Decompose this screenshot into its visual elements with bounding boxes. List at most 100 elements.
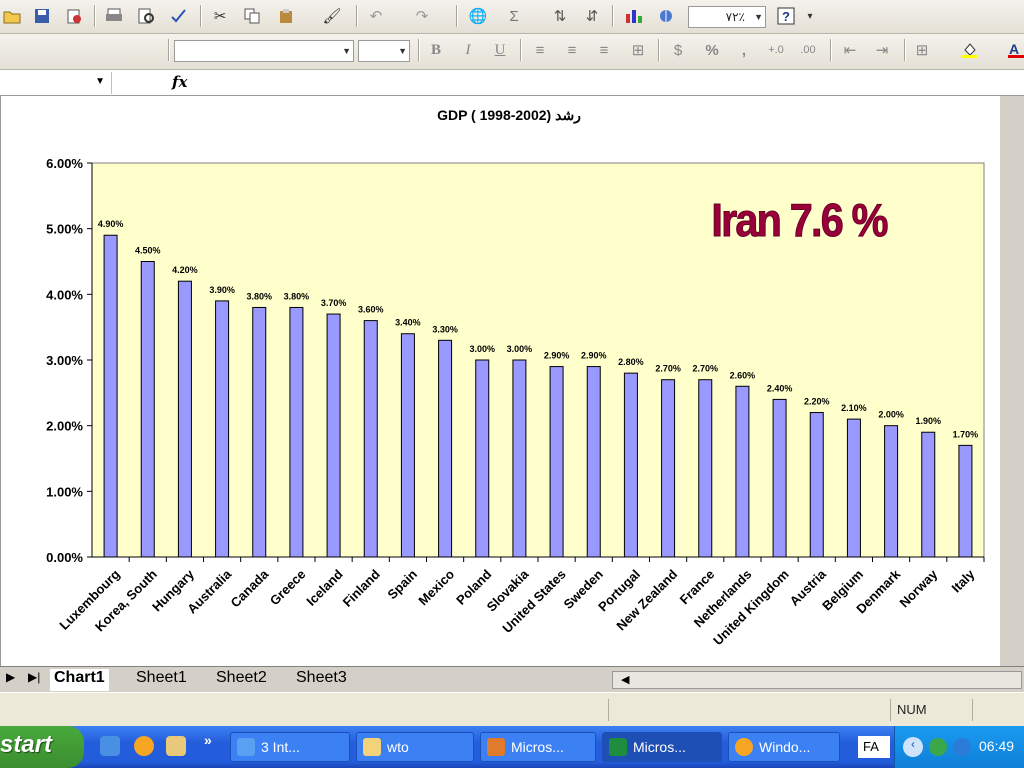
help-icon[interactable]: ? [774, 4, 798, 28]
underline-icon[interactable]: U [494, 41, 506, 58]
hyperlink-icon[interactable]: 🌐 [468, 8, 488, 25]
zoom-dropdown[interactable]: ۷۲٪ ▼ [688, 6, 766, 28]
status-bar: NUM [0, 692, 1024, 726]
save-icon[interactable] [30, 4, 54, 28]
percent-style-button[interactable]: % [700, 38, 724, 62]
taskbar-item-media-player[interactable]: Windo... [728, 732, 840, 762]
y-tick-label: 6.00% [46, 156, 83, 171]
permission-icon[interactable] [62, 4, 86, 28]
insert-function-icon[interactable]: fx [172, 73, 188, 91]
bar [400, 333, 415, 558]
tray-expand-icon[interactable]: ‹ [903, 737, 923, 757]
x-tick-label: Canada [228, 566, 272, 610]
excel-icon [609, 738, 627, 756]
decrease-decimal-icon[interactable]: .00 [800, 44, 816, 56]
drawing-icon[interactable] [654, 4, 678, 28]
powerpoint-icon [487, 738, 505, 756]
bar [215, 300, 230, 558]
taskbar: start » 3 Int... wto Micros... Micros...… [0, 726, 1024, 768]
copy-icon[interactable] [240, 4, 264, 28]
chevron-down-icon: ▼ [342, 46, 351, 56]
taskbar-item-internet-explorer[interactable]: 3 Int... [230, 732, 350, 762]
horizontal-scrollbar[interactable]: ◀ [612, 671, 1022, 689]
sheet-tab-bar: ▶ ▶| Chart1 Sheet1 Sheet2 Sheet3 ◀ [0, 666, 1024, 692]
increase-indent-icon[interactable]: ⇥ [875, 42, 889, 59]
undo-icon[interactable]: ↶ [369, 8, 383, 25]
font-size-dropdown[interactable]: ▼ [358, 40, 410, 62]
borders-icon[interactable]: ⊞ [915, 42, 929, 59]
bold-icon[interactable]: B [430, 41, 441, 58]
status-cell [608, 699, 888, 721]
toolbar-separator [200, 5, 201, 27]
chart-sheet[interactable]: رشد GDP ( 1998-2002) 0.00% 1.00% 2.00% 3.00%… [0, 96, 1000, 666]
redo-icon[interactable]: ↷ [415, 8, 429, 25]
font-color-icon[interactable]: A [1004, 38, 1024, 62]
paste-icon[interactable] [274, 4, 298, 28]
data-label: 4.90% [98, 219, 124, 229]
toolbar-options-icon[interactable]: ▾ [807, 10, 813, 22]
task-label: Windo... [759, 739, 811, 755]
tray-app-icon[interactable] [929, 738, 947, 756]
clock: 06:49 [979, 738, 1015, 754]
taskbar-item-excel[interactable]: Micros... [602, 732, 722, 762]
chart-annotation: Iran 7.6 % [711, 195, 887, 247]
chart-wizard-icon[interactable] [622, 4, 646, 28]
network-icon[interactable] [953, 738, 971, 756]
language-indicator[interactable]: FA [858, 736, 890, 758]
spelling-icon[interactable] [166, 4, 190, 28]
chevron-down-icon: ▼ [398, 46, 407, 56]
increase-decimal-icon[interactable]: +.0 [768, 44, 784, 56]
data-label: 4.50% [135, 246, 161, 256]
format-painter-icon[interactable]: 🖌 [322, 8, 342, 25]
align-right-icon[interactable]: ≡ [599, 41, 609, 59]
align-left-icon[interactable]: ≡ [535, 41, 545, 59]
print-icon[interactable] [102, 4, 126, 28]
x-tick-label: Finland [340, 566, 383, 609]
x-tick-label: Greece [267, 567, 309, 609]
tab-chart1[interactable]: Chart1 [50, 669, 109, 691]
merge-center-icon[interactable]: ⊞ [631, 42, 645, 59]
italic-icon[interactable]: I [465, 41, 471, 58]
decrease-indent-icon[interactable]: ⇤ [843, 42, 857, 59]
font-name-dropdown[interactable]: ▼ [174, 40, 354, 62]
cut-icon[interactable]: ✂ [213, 8, 227, 25]
currency-icon[interactable]: $ [673, 41, 683, 59]
bar [326, 313, 341, 558]
toolbar-separator [612, 5, 613, 27]
comma-style-button[interactable]: , [732, 38, 756, 62]
bar [512, 359, 527, 558]
sort-descending-icon[interactable]: ⇵ [585, 8, 599, 25]
bar [846, 418, 861, 558]
chart[interactable]: رشد GDP ( 1998-2002) 0.00% 1.00% 2.00% 3.00%… [1, 96, 1001, 666]
fill-color-icon[interactable] [958, 38, 982, 62]
tab-sheet3[interactable]: Sheet3 [296, 669, 347, 686]
bar [809, 412, 824, 558]
folder-icon [363, 738, 381, 756]
x-tick-label: Spain [384, 566, 420, 602]
vertical-scrollbar[interactable] [1000, 96, 1024, 666]
start-button[interactable]: start [0, 726, 84, 768]
messenger-icon[interactable] [166, 736, 186, 756]
taskbar-item-wto-folder[interactable]: wto [356, 732, 474, 762]
print-preview-icon[interactable] [134, 4, 158, 28]
chart-title: رشد GDP ( 1998-2002) [437, 107, 581, 124]
open-icon[interactable] [0, 4, 24, 28]
tab-sheet1[interactable]: Sheet1 [136, 669, 187, 686]
sort-ascending-icon[interactable]: ⇅ [553, 8, 567, 25]
quick-launch-more-icon[interactable]: » [204, 732, 212, 748]
data-label: 3.70% [321, 298, 347, 308]
data-label: 2.00% [878, 410, 904, 420]
toolbar-separator [520, 39, 521, 61]
outlook-express-icon[interactable] [100, 736, 120, 756]
taskbar-item-powerpoint[interactable]: Micros... [480, 732, 596, 762]
bar [438, 339, 453, 558]
align-center-icon[interactable]: ≡ [567, 41, 577, 59]
name-box[interactable]: ▼ [0, 72, 112, 94]
last-sheet-icon[interactable]: ▶| [28, 670, 41, 684]
next-sheet-icon[interactable]: ▶ [6, 670, 16, 684]
bar [735, 385, 750, 558]
autosum-icon[interactable]: Σ [509, 7, 519, 25]
scroll-left-icon[interactable]: ◀ [621, 674, 630, 686]
tab-sheet2[interactable]: Sheet2 [216, 669, 267, 686]
media-player-icon[interactable] [134, 736, 154, 756]
